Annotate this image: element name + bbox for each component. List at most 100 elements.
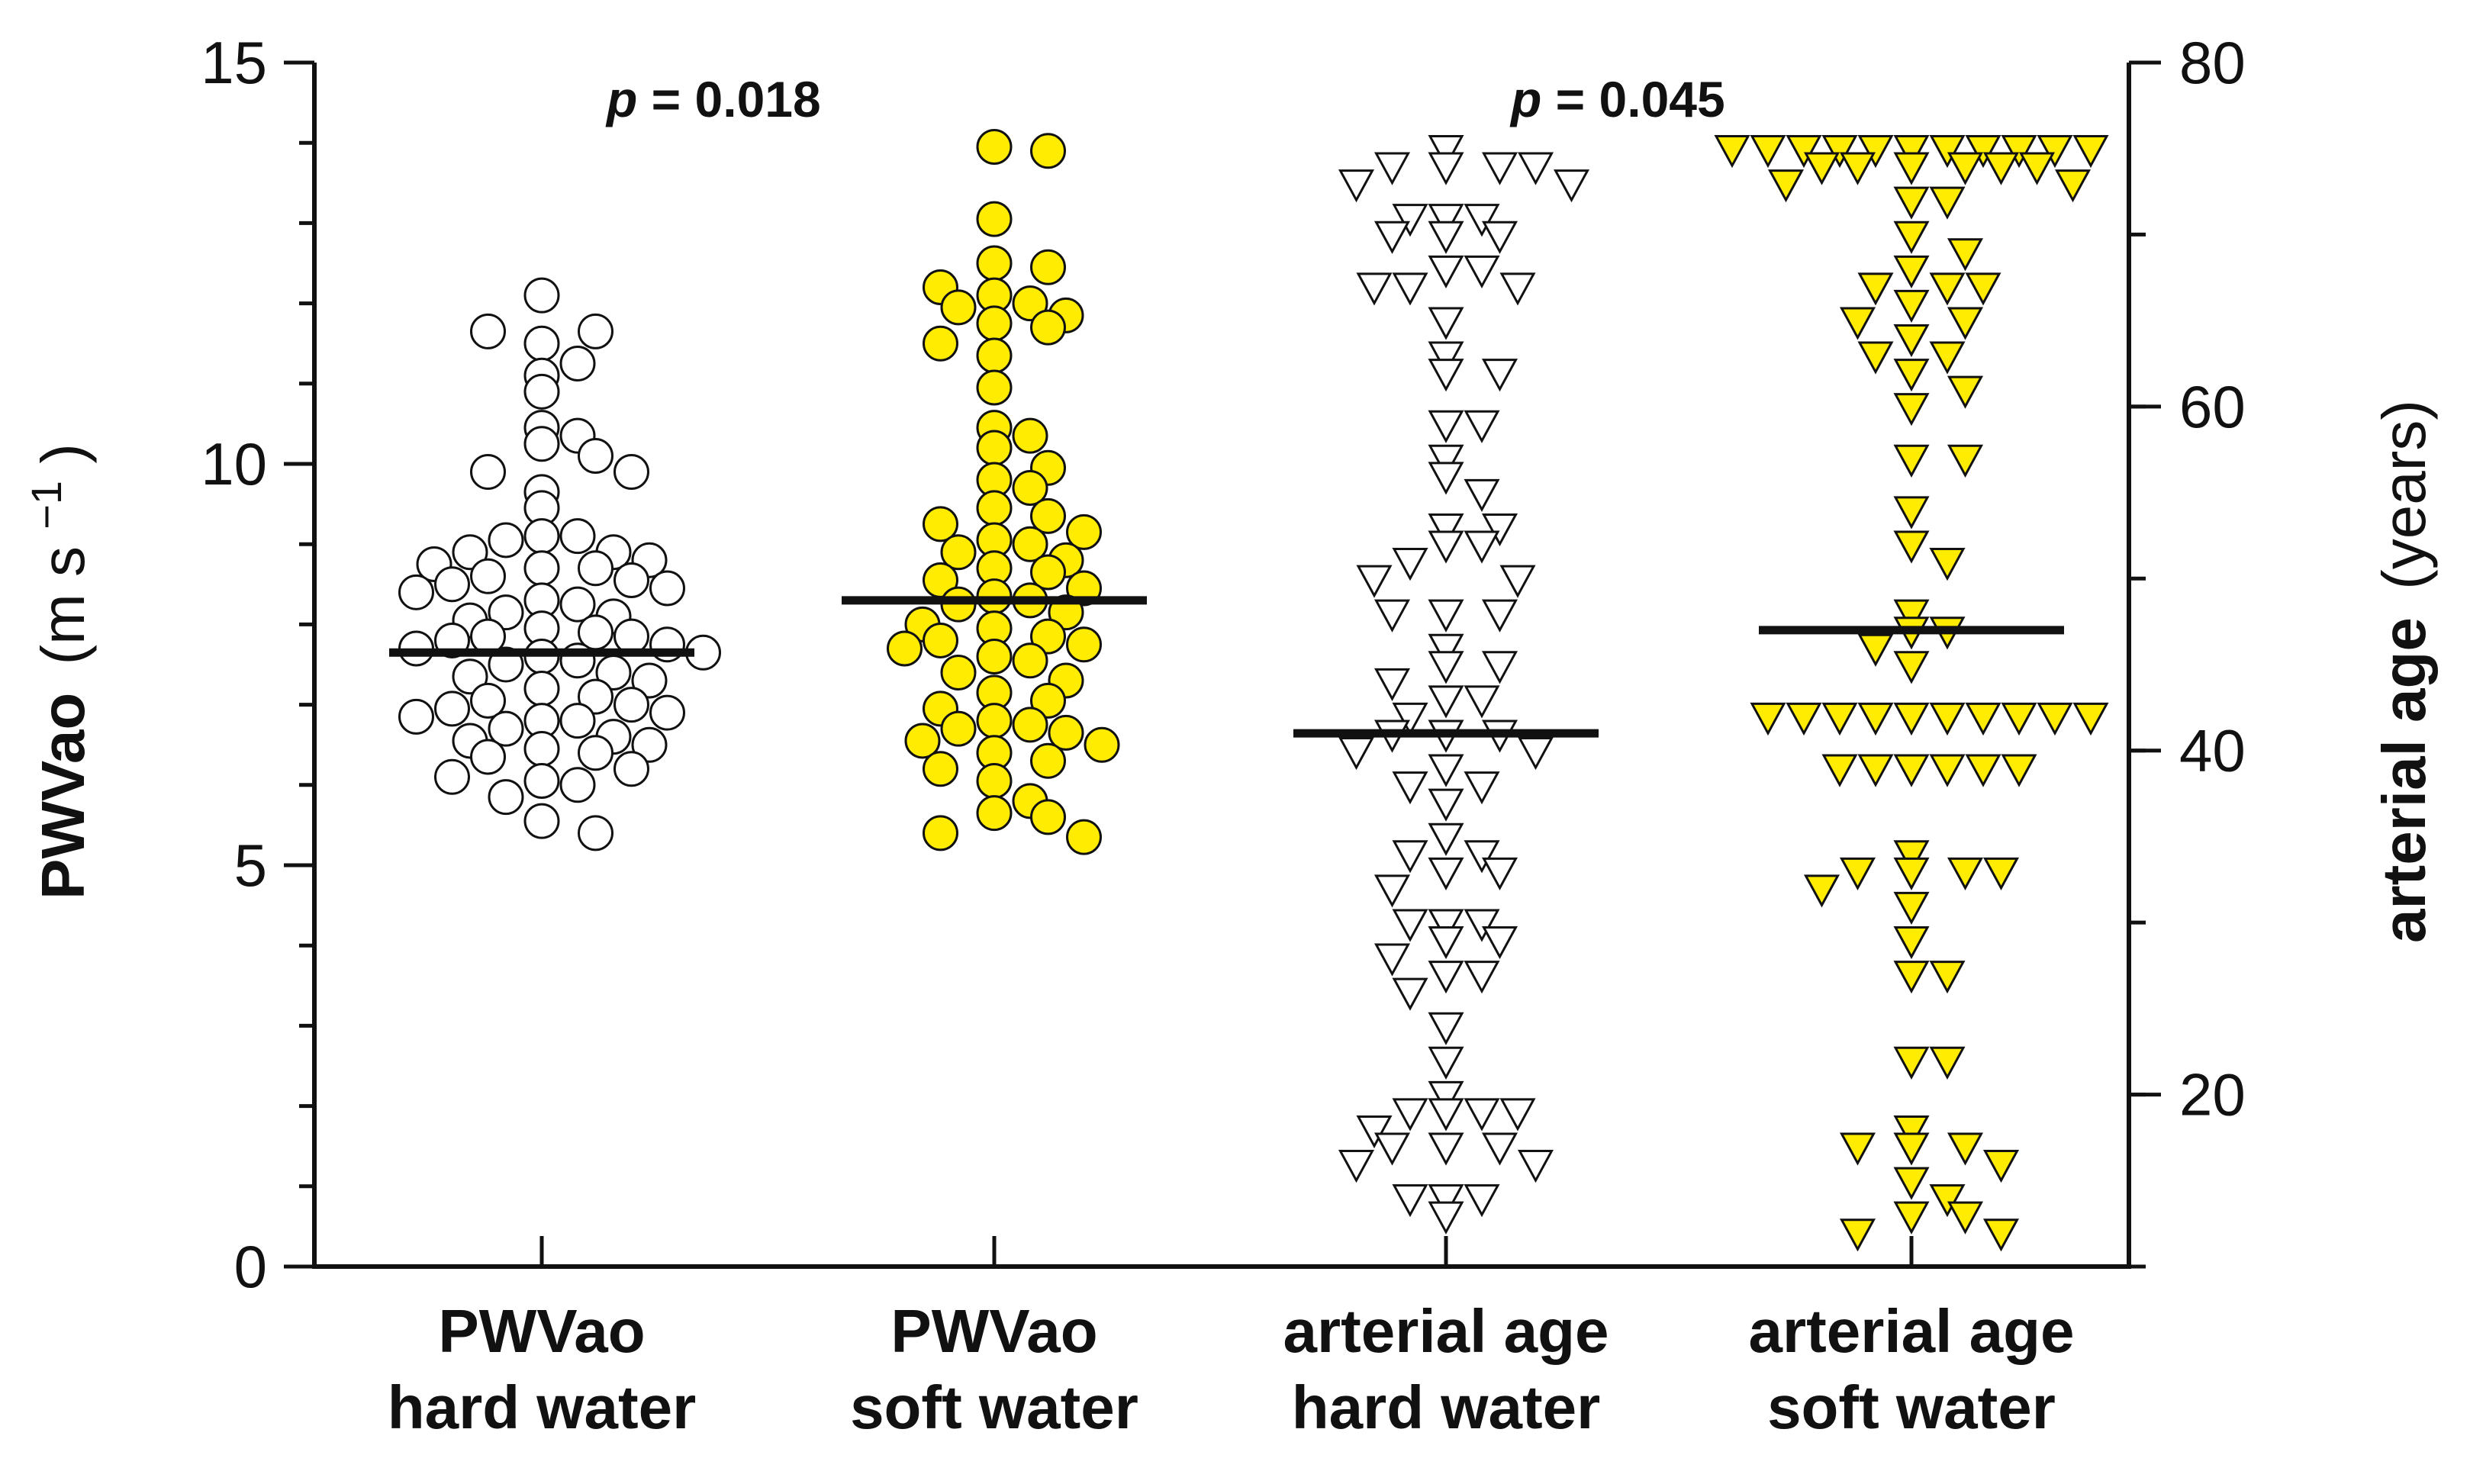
triangle-point (1392, 272, 1428, 306)
circle-point (976, 337, 1013, 374)
x-category-label: arterial age soft water (1749, 1297, 2075, 1441)
triangle-point (1553, 169, 1590, 203)
triangle-point (1786, 702, 1822, 736)
triangle-point (1373, 221, 1411, 254)
labels: PWVao (m s −1 ) arterial age (years) p =… (6, 71, 2438, 943)
triangle-point (1821, 754, 1858, 787)
circle-point (976, 128, 1013, 165)
triangle-point (1929, 548, 1966, 581)
triangle-point (1982, 1150, 2020, 1183)
circle-point (940, 534, 977, 571)
triangle-point (1428, 307, 1464, 340)
triangle-point (2072, 702, 2109, 736)
triangle-point (1982, 857, 2020, 890)
triangle-point (1947, 1201, 1984, 1235)
triangle-point (1392, 771, 1428, 805)
circle-point (398, 698, 434, 735)
triangle-point (1893, 1046, 1930, 1080)
y-left-tick-label: 5 (234, 832, 267, 899)
triangle-point (1464, 909, 1500, 942)
circle-point (1030, 554, 1066, 591)
triangle-point (1428, 1184, 1464, 1218)
circle-point (1012, 285, 1048, 322)
circle-point (1030, 309, 1066, 346)
triangle-point (1893, 393, 1930, 427)
triangle-point (2001, 754, 2037, 787)
circle-point (470, 558, 506, 594)
triangle-point (1373, 599, 1411, 633)
p-value-annotation-2: p = 0.045 (1509, 71, 1725, 127)
triangle-point (1929, 272, 1966, 306)
circle-point (488, 594, 524, 631)
triangle-point (1893, 840, 1930, 874)
triangle-point (1464, 478, 1500, 513)
triangle-point (1392, 909, 1428, 942)
triangle-point (1464, 771, 1500, 805)
circle-point (523, 550, 560, 587)
triangle-point (1857, 135, 1894, 169)
circle-point (923, 325, 958, 362)
triangle-point (1428, 359, 1464, 392)
triangle-point (1893, 152, 1930, 185)
triangle-point (1428, 1132, 1464, 1166)
triangle-point (1947, 375, 1984, 409)
circle-point (613, 618, 649, 655)
triangle-point (1965, 272, 2001, 306)
triangle-point (1857, 702, 1894, 736)
triangle-point (1893, 702, 1930, 736)
triangle-point (1499, 1098, 1536, 1132)
triangle-point (1857, 754, 1894, 787)
circle-point (976, 490, 1013, 526)
circle-point (523, 671, 560, 707)
triangle-point (1965, 702, 2001, 736)
triangle-point (1392, 840, 1428, 874)
triangle-point (1428, 685, 1464, 719)
circle-point (523, 325, 560, 362)
circle-point (452, 658, 488, 695)
triangle-point (1857, 633, 1894, 667)
triangle-point (1373, 943, 1411, 977)
circle-point (488, 779, 524, 816)
triangle-point (1750, 135, 1786, 169)
triangle-point (1857, 341, 1894, 375)
triangle-point (1893, 135, 1930, 169)
triangle-point (1839, 307, 1876, 340)
circle-point (488, 710, 524, 747)
triangle-point (1428, 152, 1464, 185)
triangle-point (1947, 152, 1984, 185)
triangle-point (1464, 961, 1500, 994)
circle-point (434, 758, 470, 795)
triangle-point (1893, 961, 1930, 994)
circle-point (649, 570, 685, 607)
circle-point (1030, 799, 1066, 835)
circle-point (434, 566, 470, 603)
triangle-point (1982, 152, 2020, 185)
triangle-point (1481, 359, 1518, 392)
triangle-point (1481, 857, 1518, 890)
triangle-point (1839, 1132, 1876, 1166)
circle-point (1030, 249, 1066, 285)
triangle-point (1893, 359, 1930, 392)
triangle-point (1499, 272, 1536, 306)
circle-point (1066, 513, 1102, 550)
triangle-point (1893, 255, 1930, 288)
data-points (389, 128, 2109, 1252)
circle-point (940, 655, 977, 691)
triangle-point (1965, 754, 2001, 787)
triangle-point (1481, 599, 1518, 633)
triangle-point (1947, 857, 1984, 890)
triangle-point (1428, 255, 1464, 288)
triangle-point (1373, 1132, 1411, 1166)
triangle-point (1767, 169, 1805, 203)
triangle-point (1428, 1080, 1464, 1115)
triangle-point (1464, 255, 1500, 288)
triangle-point (1982, 1218, 2020, 1252)
circle-point (470, 454, 506, 491)
triangle-point (1893, 1167, 1930, 1200)
circle-point (1030, 742, 1066, 779)
circle-point (523, 763, 560, 800)
circle-point (434, 690, 470, 727)
triangle-point (1893, 651, 1930, 684)
triangle-point (1499, 565, 1536, 598)
y-axis-left-title: PWVao (m s −1 ) (6, 443, 97, 900)
